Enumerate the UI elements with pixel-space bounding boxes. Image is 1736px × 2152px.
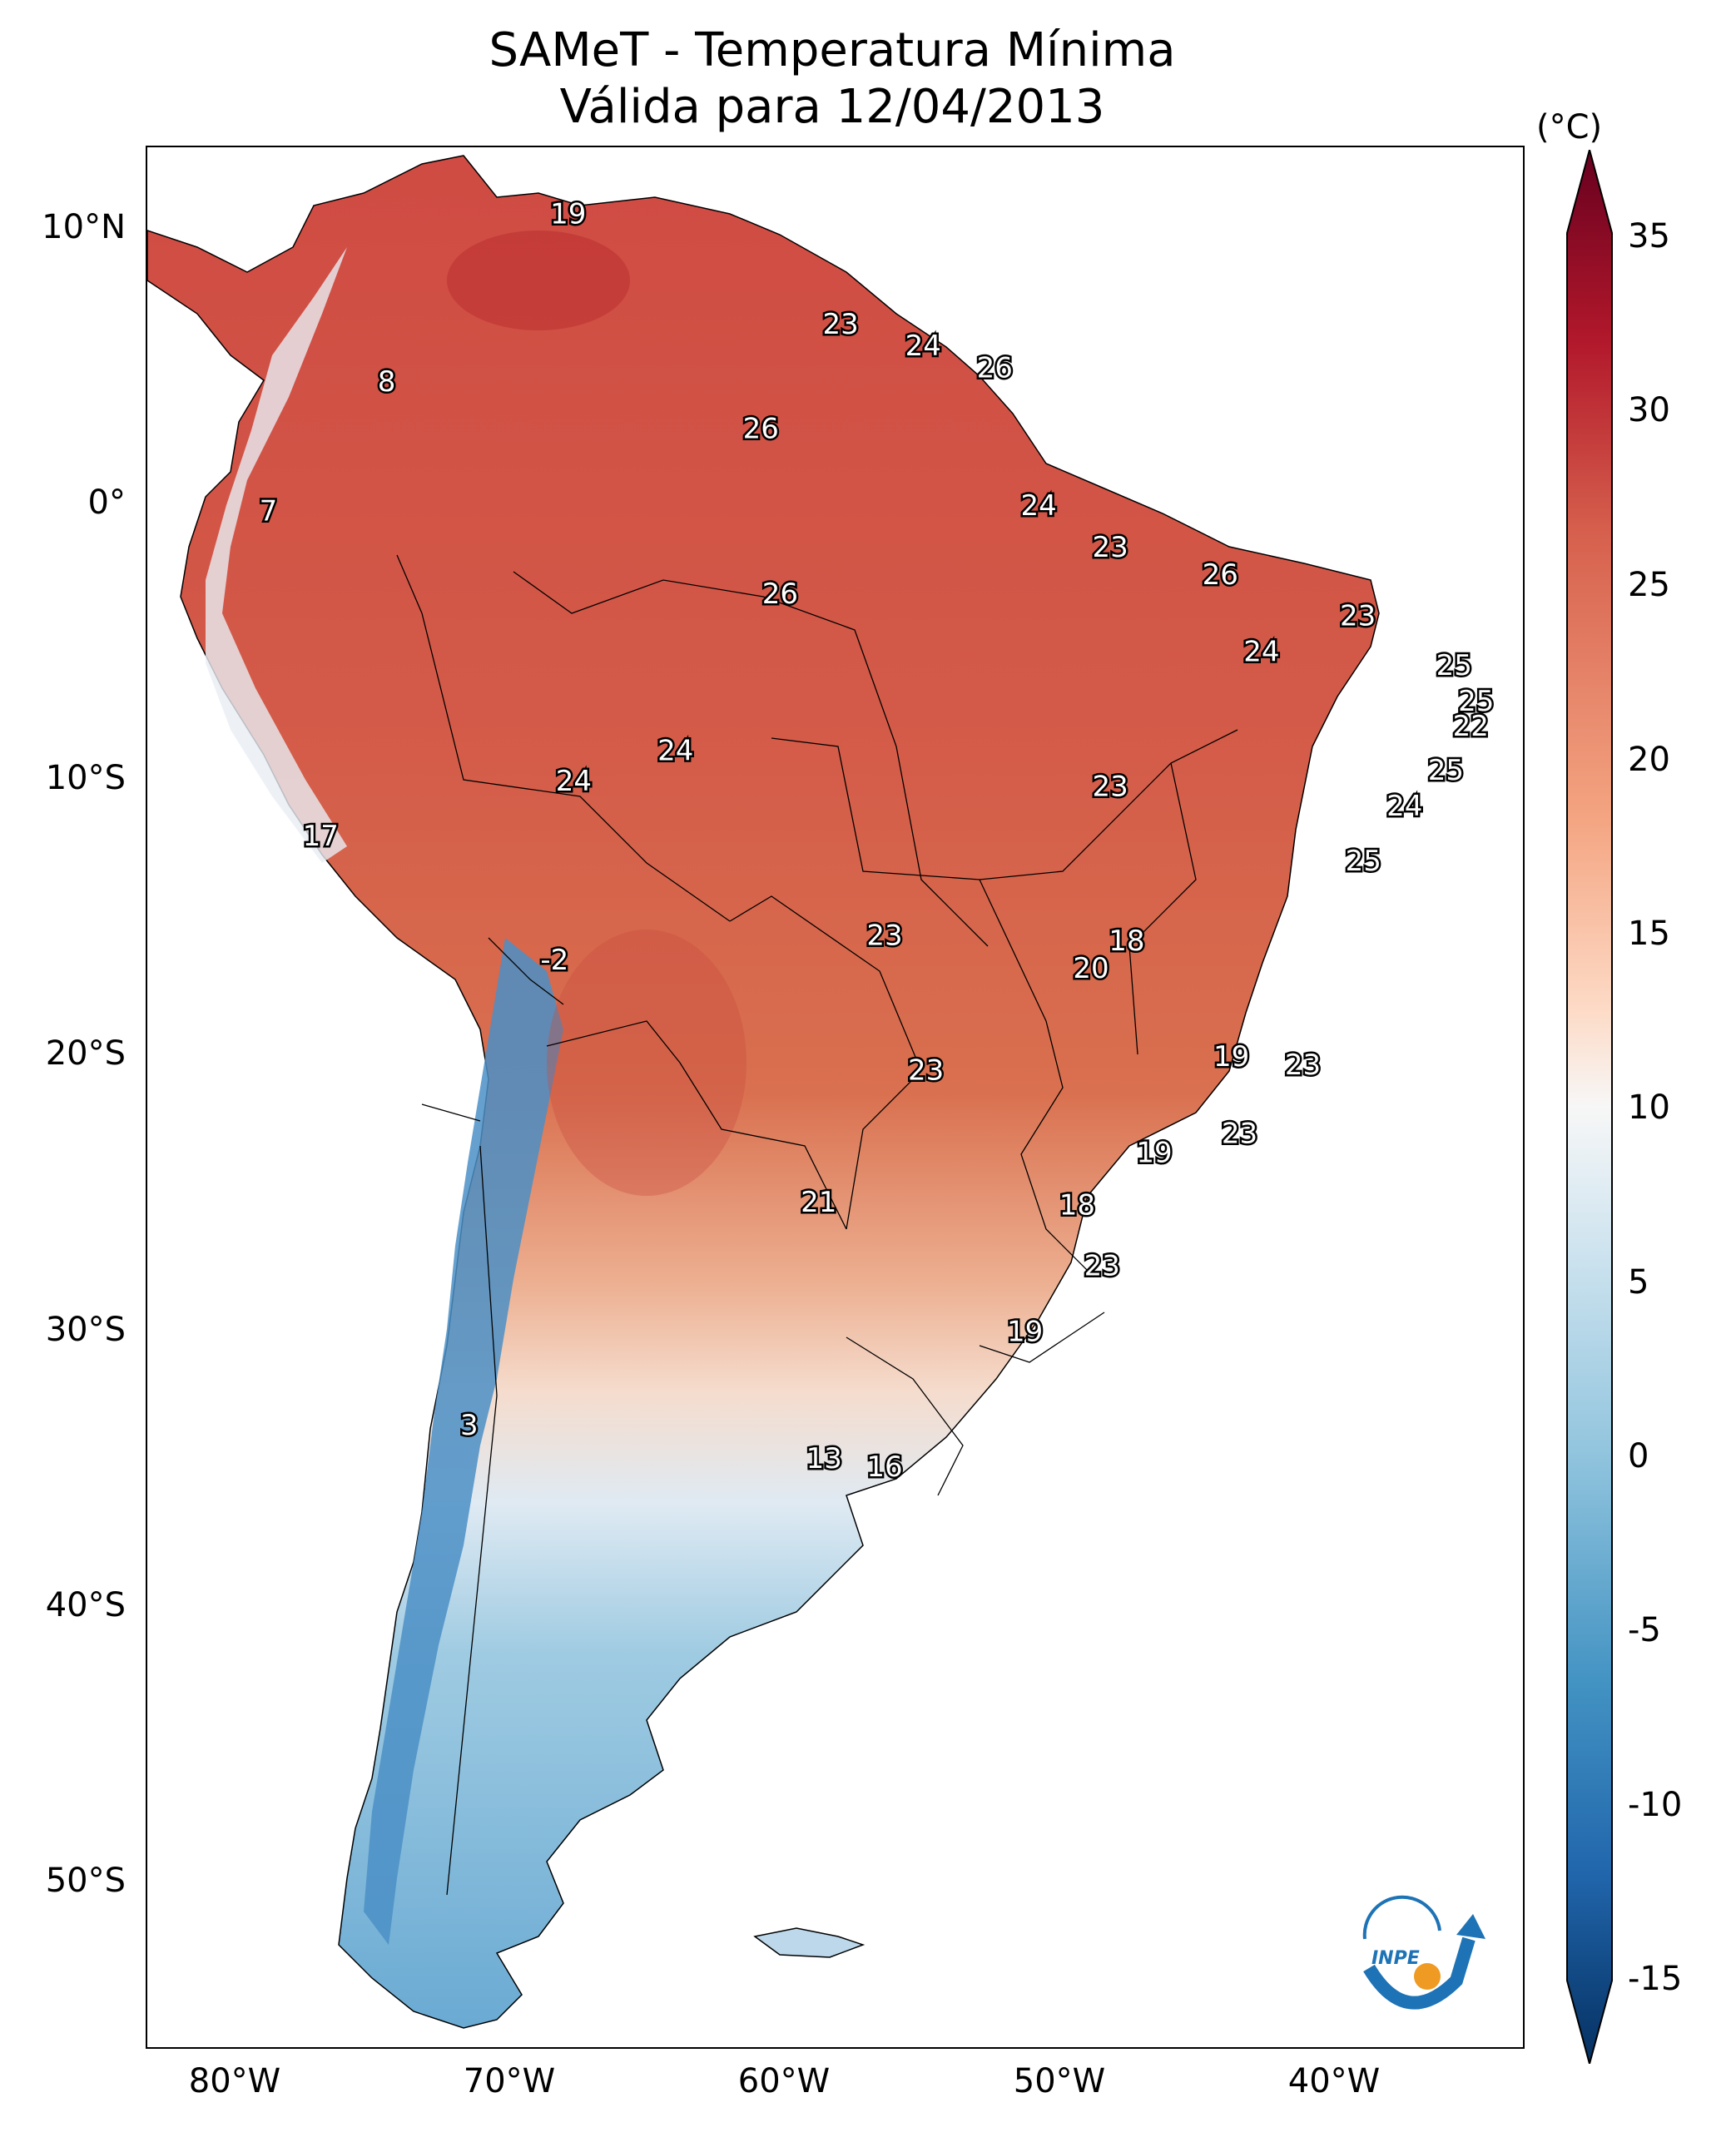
station-value-label: 24 xyxy=(1386,790,1422,823)
station-value-label: 23 xyxy=(1222,1118,1257,1151)
map-title: SAMeT - Temperatura Mínima xyxy=(489,23,1176,77)
venezuela-hot-spot xyxy=(447,231,630,330)
station-value-label: 16 xyxy=(866,1450,902,1484)
colorbar xyxy=(1566,150,1613,2064)
lon-label-60w: 60°W xyxy=(737,2062,831,2100)
lat-label-50s: 50°S xyxy=(45,1862,126,1900)
andes-cold-region xyxy=(364,938,563,1945)
station-value-label: 25 xyxy=(1458,685,1494,718)
cb-tick-25: 25 xyxy=(1628,566,1670,604)
cb-tick-5: 5 xyxy=(1628,1263,1649,1302)
station-value-label: 25 xyxy=(1428,754,1464,787)
lat-label-30s: 30°S xyxy=(45,1311,126,1349)
station-value-label: 23 xyxy=(1092,531,1128,564)
station-value-label: 3 xyxy=(460,1409,479,1442)
station-value-label: 24 xyxy=(556,765,592,798)
cb-tick-10: 10 xyxy=(1628,1088,1670,1127)
cb-tick-minus10: -10 xyxy=(1628,1786,1683,1824)
cb-tick-minus5: -5 xyxy=(1628,1611,1661,1649)
lon-label-50w: 50°W xyxy=(1013,2062,1106,2100)
lat-label-10s: 10°S xyxy=(45,759,126,797)
station-value-label: 24 xyxy=(657,735,693,768)
colorbar-body xyxy=(1566,150,1613,2064)
lon-label-70w: 70°W xyxy=(463,2062,556,2100)
station-value-label: 23 xyxy=(866,919,902,952)
station-value-label: 24 xyxy=(1020,489,1056,523)
cb-tick-30: 30 xyxy=(1628,391,1670,429)
station-value-label: 17 xyxy=(303,820,339,853)
station-value-label: 19 xyxy=(1213,1040,1249,1074)
map-subtitle: Válida para 12/04/2013 xyxy=(559,80,1105,134)
station-value-label: 22 xyxy=(1453,710,1489,743)
inpe-logo: INPE xyxy=(1362,1895,1486,2010)
lat-label-0: 0° xyxy=(87,483,126,522)
station-value-label: 25 xyxy=(1436,649,1472,682)
station-value-label: 24 xyxy=(905,330,941,363)
station-value-label: -2 xyxy=(540,944,568,977)
station-value-label: 13 xyxy=(806,1442,842,1475)
station-value-label: 20 xyxy=(1073,952,1109,985)
station-value-label: 23 xyxy=(822,308,858,341)
cb-tick-minus15: -15 xyxy=(1628,1960,1683,1998)
map-panel: 19 8 23 24 26 26 7 24 23 26 23 26 24 25 25 22 24 24 23 25 24… xyxy=(146,146,1525,2049)
station-value-label: 23 xyxy=(1340,600,1376,633)
andes-north-cool-strip xyxy=(206,247,347,863)
station-value-label: 25 xyxy=(1346,845,1381,878)
central-hot-spot xyxy=(547,930,746,1196)
station-value-label: 26 xyxy=(743,413,779,446)
falkland-islands xyxy=(753,1927,866,1958)
colorbar-unit: (°C) xyxy=(1536,108,1603,146)
lon-label-40w: 40°W xyxy=(1287,2062,1381,2100)
station-value-label: 23 xyxy=(1092,771,1128,804)
lat-label-20s: 20°S xyxy=(45,1034,126,1073)
station-value-label: 18 xyxy=(1109,925,1144,958)
station-value-label: 23 xyxy=(1285,1049,1321,1082)
station-value-label: 23 xyxy=(908,1054,944,1087)
station-value-label: 8 xyxy=(378,365,396,399)
station-value-label: 24 xyxy=(1243,636,1279,669)
station-value-label: 23 xyxy=(1084,1249,1120,1282)
lat-label-40s: 40°S xyxy=(45,1586,126,1624)
station-value-label: 7 xyxy=(260,495,278,528)
lon-label-80w: 80°W xyxy=(188,2062,281,2100)
cb-tick-35: 35 xyxy=(1628,217,1670,255)
station-value-label: 26 xyxy=(1203,558,1238,592)
cb-tick-20: 20 xyxy=(1628,741,1670,779)
cb-tick-0: 0 xyxy=(1628,1437,1649,1475)
station-value-label: 21 xyxy=(801,1186,836,1219)
cb-tick-15: 15 xyxy=(1628,915,1670,953)
country-borders xyxy=(396,554,1238,1896)
lat-label-10n: 10°N xyxy=(42,208,126,246)
station-value-label: 19 xyxy=(1136,1137,1172,1170)
logo-text: INPE xyxy=(1371,1948,1420,1969)
station-value-label: 19 xyxy=(550,197,586,231)
station-value-label: 26 xyxy=(762,578,798,611)
station-value-label: 26 xyxy=(977,352,1013,385)
station-value-label: 19 xyxy=(1007,1316,1043,1349)
station-value-label: 18 xyxy=(1059,1189,1095,1222)
